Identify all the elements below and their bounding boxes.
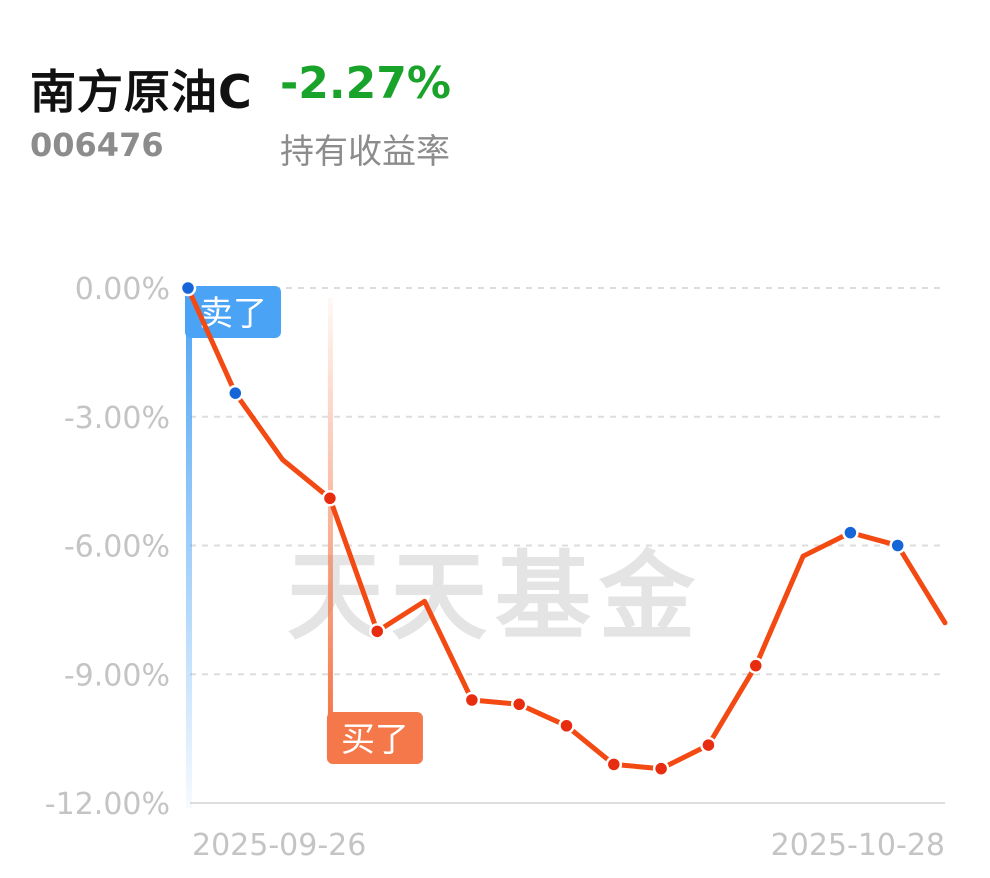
watermark: 天天基金	[287, 541, 703, 653]
holding-return-value: -2.27%	[280, 58, 451, 109]
buy-point	[510, 696, 528, 713]
x-tick-label: 2025-10-28	[771, 828, 945, 863]
y-tick-label: -9.00%	[64, 658, 170, 693]
buy-point	[558, 717, 575, 734]
series-points	[179, 279, 906, 777]
y-tick-label: -3.00%	[64, 401, 170, 436]
sell-marker-label: 卖了	[199, 294, 267, 334]
y-tick-label: 0.00%	[75, 272, 170, 307]
buy-marker-label: 买了	[341, 720, 409, 760]
buy-marker-badge	[326, 712, 423, 764]
x-axis-ticks: 2025-09-26 2025-10-28	[192, 828, 945, 863]
holding-return-label: 持有收益率	[280, 132, 450, 172]
sell-marker-badge	[185, 286, 281, 338]
sell-point	[842, 524, 859, 541]
buy-point	[700, 736, 717, 754]
fund-name: 南方原油C	[30, 65, 253, 119]
y-tick-label: -6.00%	[64, 530, 170, 565]
x-tick-label: 2025-09-26	[192, 828, 366, 863]
series-line	[185, 285, 948, 772]
fund-code: 006476	[30, 126, 164, 164]
buy-marker-stem	[327, 298, 333, 718]
buy-point	[652, 760, 670, 777]
buy-point	[747, 657, 764, 674]
y-tick-label: -12.00%	[45, 787, 170, 822]
y-axis-ticks: 0.00% -3.00% -6.00% -9.00% -12.00%	[45, 272, 170, 822]
series-line-path	[185, 285, 948, 772]
buy-point	[321, 490, 339, 507]
sell-point	[889, 537, 906, 554]
buy-point	[463, 691, 481, 709]
buy-point	[369, 623, 386, 640]
sell-marker-stem	[186, 288, 192, 808]
sell-point	[179, 279, 197, 297]
sell-point	[227, 384, 244, 402]
buy-point	[605, 756, 623, 773]
